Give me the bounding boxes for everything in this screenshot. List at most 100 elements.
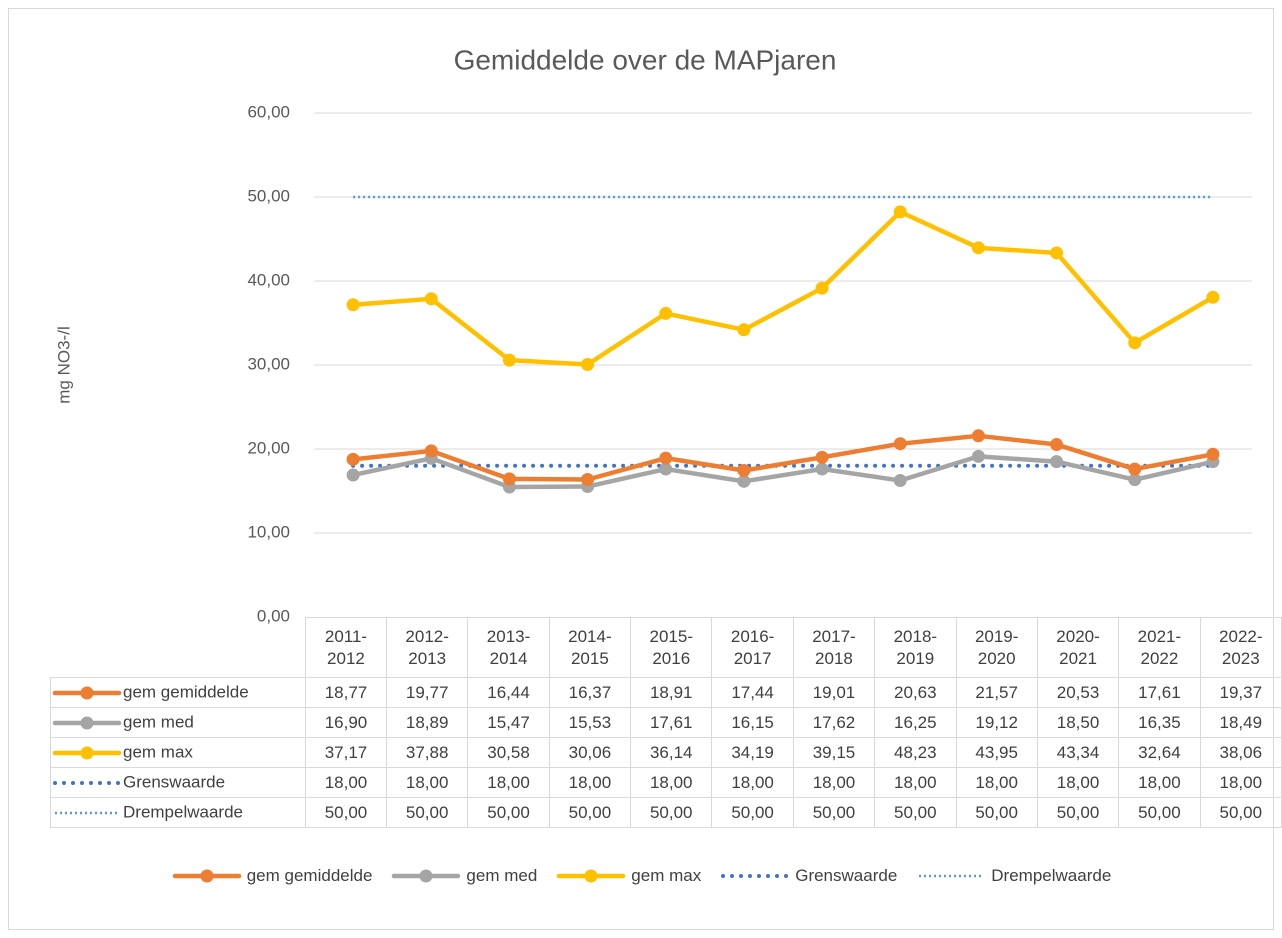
table-key-cell: Grenswaarde [50,767,306,798]
point [1128,336,1142,350]
x-tick-label: 2017-2018 [792,617,876,678]
legend-key [919,874,984,878]
table-header-row: 2011-2012 2012-2013 2013-2014 2014-2015 2015… [51,617,1282,678]
y-tick-label: 0,00 [257,606,290,625]
value-label: 50,00 [711,797,794,828]
legend-marker [80,746,94,760]
legend-key [172,869,241,883]
value-label: 32,64 [1118,737,1201,768]
value-label: 50,00 [1036,797,1120,828]
point [502,472,516,486]
value-label: 50,00 [630,797,713,828]
value-label: 18,00 [385,767,469,798]
point [581,357,595,371]
point [893,474,907,487]
y-tick-label: 30,00 [247,354,290,373]
data-table: 2011-2012 2012-2013 2013-2014 2014-2015 2015… [50,617,1282,828]
value-label: 20,53 [1036,677,1120,708]
value-label: 36,14 [630,737,713,768]
value-label: 50,00 [874,797,957,828]
value-label: 50,00 [1199,797,1282,828]
series-name: gem gemiddelde [123,682,249,702]
value-label: 19,01 [792,677,876,708]
value-label: 15,53 [548,707,632,738]
value-label: 38,06 [1199,737,1282,768]
point [971,429,985,443]
legend-key [53,780,121,785]
value-label: 50,00 [955,797,1038,828]
value-label: 18,00 [874,767,957,798]
legend-label: gem max [631,866,702,885]
value-label: 18,00 [1199,767,1282,798]
value-label: 16,44 [467,677,550,708]
x-tick-label: 2012-2013 [385,617,469,678]
table-row: Drempelwaarde 50,00 50,00 50,00 50,00 50,00 50… [50,797,1282,828]
x-tick-label: 2022-2023 [1199,617,1282,678]
y-tick-label: 50,00 [247,186,290,205]
point [971,449,985,463]
chart-title: Gemiddelde over de MAPjaren [454,44,837,75]
value-label: 43,34 [1036,737,1120,768]
x-tick-label: 2020-2021 [1036,617,1120,678]
series-line [350,454,1216,490]
y-tick-label: 10,00 [247,522,290,541]
point [424,444,438,458]
series-name: gem med [123,712,194,732]
legend-marker [584,869,598,883]
point [659,451,673,465]
point [1206,447,1220,461]
x-tick-label: 2018-2019 [874,617,957,678]
legend-item: gem gemiddelde [171,866,372,886]
legend-key [52,716,122,730]
value-label: 18,00 [792,767,876,798]
point [893,205,907,219]
value-label: 18,91 [630,677,713,708]
table-corner [51,618,306,678]
value-label: 16,37 [548,677,632,708]
point [659,462,673,476]
point [346,468,360,482]
point [346,452,360,466]
value-label: 50,00 [304,797,387,828]
legend-marker [80,716,94,730]
legend-key [55,811,119,814]
table-row: gem med 16,90 18,89 15,47 15,53 17,61 16,15 17,… [50,707,1282,738]
legend-marker [200,869,214,883]
value-label: 18,00 [1118,767,1201,798]
value-label: 16,25 [874,707,957,738]
legend-key [721,874,790,878]
value-label: 19,77 [385,677,469,708]
legend: gem gemiddelde gem med gem max Grenswaarde D… [8,866,1274,886]
point [815,450,829,464]
legend-item: gem max [555,866,701,886]
legend-marker [419,869,433,883]
legend-label: Grenswaarde [795,866,898,885]
value-label: 43,95 [955,737,1038,768]
value-label: 37,17 [304,737,387,768]
legend-item: Drempelwaarde [915,866,1111,886]
value-label: 50,00 [548,797,632,828]
point [1128,462,1142,476]
table-row: gem gemiddelde 18,77 19,77 16,44 16,37 18,91 1… [50,677,1282,708]
point [1128,473,1142,487]
table-key-cell: gem med [50,707,306,738]
value-label: 16,35 [1118,707,1201,738]
value-label: 16,90 [304,707,387,738]
value-label: 18,50 [1036,707,1120,738]
value-label: 17,44 [711,677,794,708]
value-label: 50,00 [385,797,469,828]
y-axis-label: mg NO3-/l [54,326,73,403]
value-label: 19,37 [1199,677,1282,708]
legend-label: gem med [466,866,538,885]
value-label: 18,00 [630,767,713,798]
value-label: 18,00 [955,767,1038,798]
point [737,323,751,337]
value-label: 18,00 [467,767,550,798]
point [1050,246,1064,260]
legend-item: Grenswaarde [719,866,897,886]
point [1050,438,1064,452]
value-label: 17,61 [630,707,713,738]
legend-key [392,869,461,883]
